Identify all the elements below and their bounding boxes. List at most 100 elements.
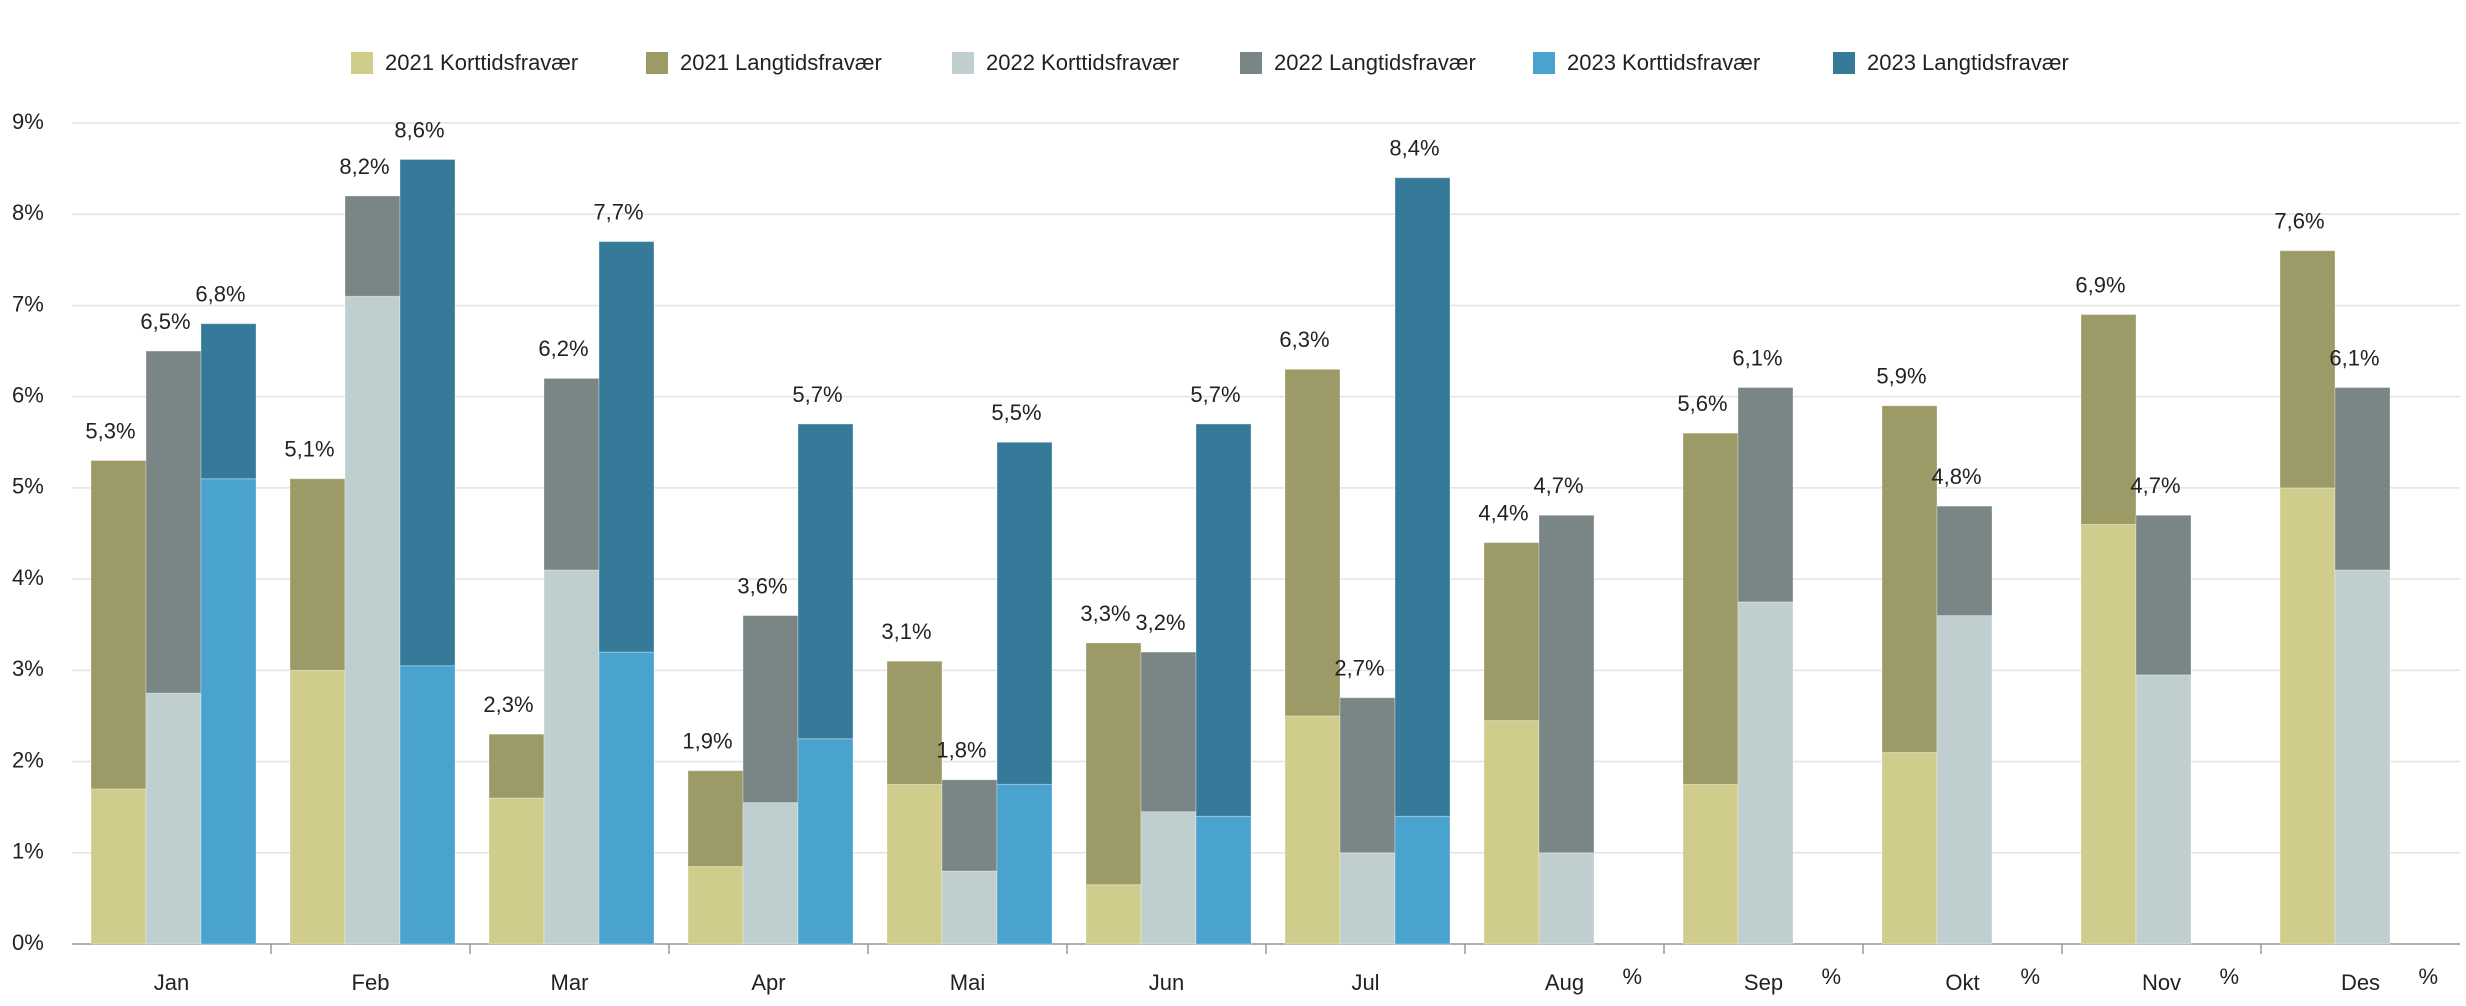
bar-segment [941,779,998,872]
bar-segment [1737,387,1794,603]
y-tick-label: 5% [12,474,44,499]
bar-segment [1339,852,1396,945]
legend-label: 2021 Korttidsfravær [385,50,578,75]
bar-segment [543,569,600,945]
legend-label: 2023 Korttidsfravær [1567,50,1760,75]
category-note: % [1623,964,1643,989]
bar-segment [2135,514,2192,676]
bar-segment [200,323,257,480]
x-tick-label: Jan [154,970,189,995]
bar-segment [200,478,257,945]
bar-segment [1936,505,1993,617]
x-tick-label: Mar [551,970,589,995]
bar-segment [797,738,854,945]
bar-segment [145,350,202,694]
x-tick-label: Aug [1545,970,1584,995]
bar-segment [1394,815,1451,945]
bar-segment [344,195,401,297]
legend-label: 2023 Langtidsfravær [1867,50,2069,75]
bar-segment [1538,514,1595,854]
total-label: 1,8% [936,738,986,763]
y-tick-label: 4% [12,565,44,590]
bar-segment [1881,751,1938,945]
y-tick-label: 9% [12,109,44,134]
total-label: 7,6% [2274,209,2324,234]
bar-segment [996,783,1053,945]
bar-segment [941,870,998,945]
total-label: 6,1% [2329,345,2379,370]
bar-segment [1483,542,1540,722]
bar-segment [1284,715,1341,945]
total-label: 8,2% [339,154,389,179]
y-tick-label: 6% [12,382,44,407]
y-tick-label: 8% [12,200,44,225]
total-label: 3,6% [737,573,787,598]
bar-segment [2135,674,2192,945]
bar-segment [598,241,655,653]
total-label: 5,7% [792,382,842,407]
bar-segment [1140,811,1197,945]
category-note: % [2419,964,2439,989]
legend-label: 2022 Korttidsfravær [986,50,1179,75]
bar-segment [996,441,1053,785]
x-tick-label: Sep [1744,970,1783,995]
category-note: % [2021,964,2041,989]
total-label: 3,1% [881,619,931,644]
bar-segment [742,802,799,945]
bar-segment [742,615,799,804]
legend-swatch [1240,52,1262,74]
bar-segment [1195,815,1252,945]
x-tick-label: Des [2341,970,2380,995]
total-label: 2,3% [483,692,533,717]
total-label: 2,7% [1334,656,1384,681]
bar-segment [1881,405,1938,753]
legend-label: 2022 Langtidsfravær [1274,50,1476,75]
bar-segment [886,783,943,945]
legend-swatch [646,52,668,74]
total-label: 4,7% [1533,473,1583,498]
total-label: 5,3% [85,418,135,443]
total-label: 1,9% [682,728,732,753]
category-note: % [2220,964,2240,989]
total-label: 5,9% [1876,364,1926,389]
y-tick-label: 3% [12,656,44,681]
y-tick-label: 0% [12,930,44,955]
bar-segment [1284,368,1341,717]
category-note: % [1822,964,1842,989]
bar-segment [2279,250,2336,489]
bar-segment [1195,423,1252,817]
x-tick-label: Feb [352,970,390,995]
bar-segment [289,478,346,671]
total-label: 6,2% [538,336,588,361]
bar-segment [1085,642,1142,886]
bar-segment [289,669,346,945]
x-tick-label: Apr [751,970,785,995]
total-label: 4,4% [1478,500,1528,525]
bar-segment [90,460,147,790]
x-tick-label: Nov [2142,970,2181,995]
y-tick-label: 7% [12,291,44,316]
legend-label: 2021 Langtidsfravær [680,50,882,75]
total-label: 5,7% [1190,382,1240,407]
total-label: 4,7% [2130,473,2180,498]
bar-segment [2080,523,2137,945]
bar-segment [145,692,202,945]
bar-segment [2279,487,2336,945]
bar-segment [399,665,456,945]
total-label: 6,5% [140,309,190,334]
total-label: 3,3% [1080,601,1130,626]
bar-segment [1737,601,1794,945]
total-label: 4,8% [1931,464,1981,489]
y-tick-label: 1% [12,839,44,864]
bar-segment [1339,697,1396,854]
bar-segment [886,660,943,785]
bar-segment [2334,569,2391,945]
bar-segment [1140,651,1197,813]
bar-segment [797,423,854,740]
bar-segment [543,377,600,571]
total-label: 8,4% [1389,136,1439,161]
legend-swatch [1533,52,1555,74]
bar-segment [1483,720,1540,945]
total-label: 5,1% [284,437,334,462]
legend-swatch [1833,52,1855,74]
